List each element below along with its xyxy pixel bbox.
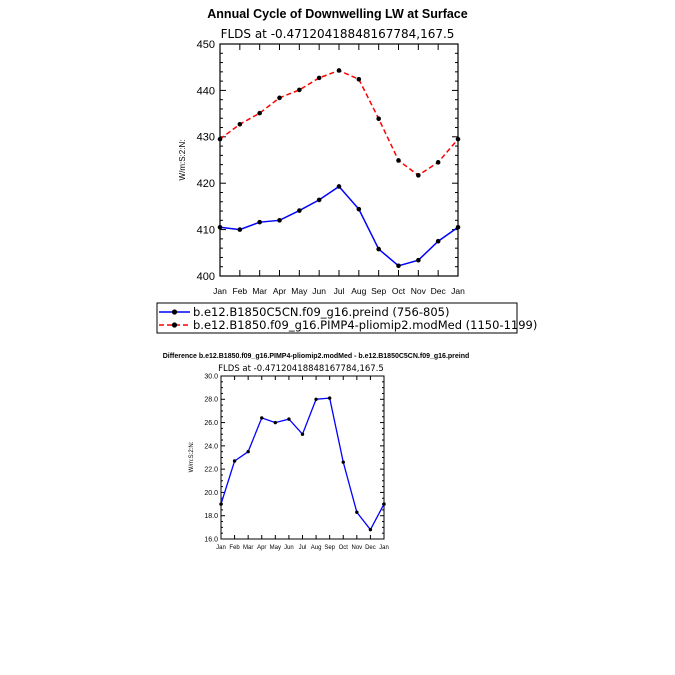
- chart-bottom: Difference b.e12.B1850.f09_g16.PIMP4-pli…: [163, 353, 470, 551]
- chart-bottom-ytick-label: 28.0: [204, 397, 218, 404]
- chart-top-series-0-point: [297, 208, 302, 213]
- chart-top-series-1-point: [416, 173, 421, 178]
- chart-top-xtick-label: Jul: [334, 286, 345, 296]
- chart-bottom-xtick-label: Dec: [365, 545, 376, 551]
- chart-bottom-series-0-point: [341, 460, 345, 464]
- chart-top-series-0-point: [356, 206, 362, 212]
- chart-top-series-1-point: [376, 116, 381, 122]
- chart-top-series-0-point: [277, 218, 282, 223]
- chart-top-series-1-point: [316, 75, 322, 81]
- chart-bottom-ytick-label: 30.0: [204, 373, 218, 380]
- chart-bottom-ytick-label: 22.0: [204, 467, 218, 474]
- chart-bottom-subtitle: FLDS at -0.47120418848167784,167.5: [218, 364, 384, 374]
- chart-top-ytick-label: 420: [197, 178, 215, 190]
- chart-bottom-title: Difference b.e12.B1850.f09_g16.PIMP4-pli…: [163, 353, 470, 360]
- chart-top-xtick-label: Dec: [431, 286, 447, 296]
- chart-top-series-1-point: [217, 136, 223, 142]
- chart-bottom-ytick-label: 20.0: [204, 490, 218, 497]
- chart-top-series-0-point: [316, 197, 322, 203]
- chart-top-series-1-point: [455, 136, 461, 142]
- chart-bottom-series-0-point: [260, 416, 264, 420]
- chart-top-legend: b.e12.B1850C5CN.f09_g16.preind (756-805)…: [156, 302, 537, 334]
- chart-top-xtick-label: May: [291, 286, 308, 296]
- chart-bottom-series-0-point: [287, 417, 291, 421]
- chart-bottom-xtick-label: Jul: [299, 545, 307, 551]
- chart-bottom-ytick-label: 18.0: [204, 513, 218, 520]
- chart-top-xtick-label: Apr: [273, 286, 286, 296]
- chart-top-xtick-label: Aug: [351, 286, 366, 296]
- chart-bottom-xtick-label: Apr: [257, 545, 266, 551]
- chart-top-series-0-point: [217, 224, 223, 230]
- chart-bottom-xtick-label: Mar: [243, 545, 253, 551]
- chart-bottom-series-0-point: [246, 449, 250, 454]
- chart-top-ytick-label: 430: [197, 132, 215, 144]
- chart-top-xtick-label: Oct: [392, 286, 406, 296]
- chart-top-xtick-label: Nov: [411, 286, 427, 296]
- chart-top-series-1-point: [257, 110, 262, 116]
- chart-bottom-xtick-label: Jan: [379, 545, 389, 551]
- chart-top-xtick-label: Jan: [451, 286, 465, 296]
- chart-bottom-xtick-label: Aug: [311, 545, 322, 551]
- chart-top-series-0-point: [435, 238, 441, 244]
- chart-top-ytick-label: 410: [197, 224, 215, 236]
- chart-top-series-1-point: [237, 121, 243, 127]
- chart-bottom-plot-frame: [220, 375, 385, 540]
- chart-top-series-1-point: [297, 87, 302, 93]
- chart-bottom-ylabel: W/m:S:2:N:: [189, 441, 195, 472]
- chart-top-series-1-point: [277, 95, 282, 101]
- chart-top: Annual Cycle of Downwelling LW at Surfac…: [178, 7, 468, 296]
- chart-top-series-0-point: [455, 224, 461, 230]
- chart-top-xtick-label: Jan: [213, 286, 227, 296]
- chart-top-xtick-label: Feb: [233, 286, 248, 296]
- chart-bottom-ytick-label: 16.0: [204, 536, 218, 543]
- chart-top-series-1-point: [435, 160, 441, 165]
- chart-bottom-xtick-label: Sep: [324, 545, 335, 551]
- legend-marker-preind: [171, 309, 178, 315]
- chart-bottom-series-0-point: [382, 502, 386, 506]
- chart-top-title: Annual Cycle of Downwelling LW at Surfac…: [207, 7, 467, 21]
- chart-top-series-0-point: [336, 184, 342, 189]
- chart-bottom-series-0-point: [300, 432, 305, 436]
- chart-bottom-series-0-point: [368, 527, 373, 532]
- chart-top-series-1-point: [356, 76, 362, 82]
- chart-bottom-series-0-point: [314, 397, 318, 401]
- chart-top-series-1-point: [336, 68, 342, 73]
- chart-bottom-series-line-0: [220, 397, 385, 531]
- chart-bottom-series-0-point: [232, 459, 237, 463]
- chart-top-xtick-label: Mar: [252, 286, 267, 296]
- legend-label-pliomip2: b.e12.B1850.f09_g16.PIMP4-pliomip2.modMe…: [193, 318, 537, 332]
- chart-top-series-line-1: [219, 69, 459, 177]
- chart-top-ytick-label: 450: [197, 39, 215, 51]
- chart-top-ytick-label: 440: [197, 85, 215, 97]
- chart-top-xtick-label: Sep: [371, 286, 386, 296]
- legend-label-preind: b.e12.B1850C5CN.f09_g16.preind (756-805): [193, 305, 449, 319]
- chart-bottom-ytick-label: 24.0: [204, 443, 218, 450]
- chart-top-subtitle: FLDS at -0.47120418848167784,167.5: [221, 27, 455, 41]
- chart-bottom-series-0-point: [219, 502, 223, 506]
- chart-top-series-0-point: [257, 219, 262, 225]
- chart-top-series-1-point: [396, 158, 401, 163]
- chart-top-series-line-0: [219, 185, 459, 267]
- legend-box: [156, 302, 518, 334]
- chart-bottom-series-0-point: [273, 420, 278, 425]
- chart-top-ytick-label: 400: [197, 271, 215, 283]
- chart-top-series-0-point: [237, 227, 243, 232]
- chart-bottom-xtick-label: May: [270, 545, 281, 551]
- chart-bottom-ytick-label: 26.0: [204, 420, 218, 427]
- chart-bottom-xtick-label: Jan: [216, 545, 226, 551]
- chart-top-series-0-point: [416, 257, 421, 263]
- legend-marker-pliomip2: [171, 322, 178, 328]
- chart-top-series-0-point: [396, 263, 401, 269]
- chart-bottom-xtick-label: Nov: [351, 545, 362, 551]
- chart-top-series-0-point: [376, 246, 381, 252]
- chart-bottom-xtick-label: Jun: [284, 545, 294, 551]
- chart-bottom-series-0-point: [355, 510, 359, 514]
- chart-top-plot-frame: [219, 43, 459, 277]
- chart-bottom-xtick-label: Oct: [339, 545, 349, 551]
- chart-bottom-series-0-point: [327, 396, 332, 400]
- chart-bottom-xtick-label: Feb: [229, 545, 240, 551]
- chart-top-xtick-label: Jun: [312, 286, 326, 296]
- chart-top-ylabel: W/m:S:2:N:: [178, 140, 187, 181]
